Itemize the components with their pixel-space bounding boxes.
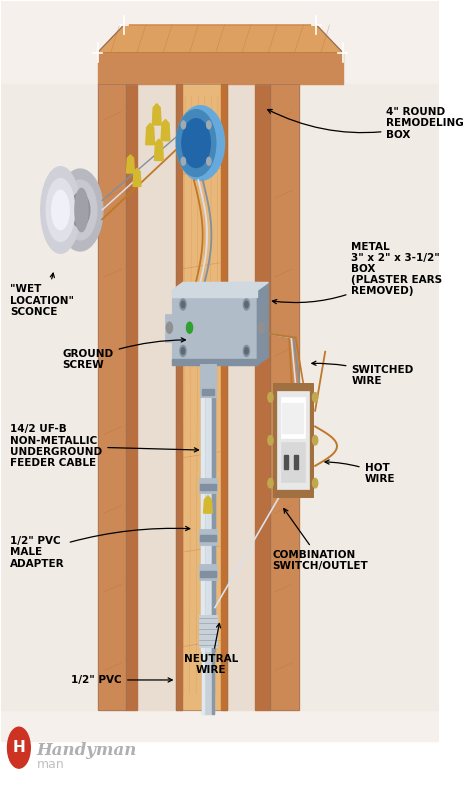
Polygon shape — [127, 155, 135, 173]
Circle shape — [71, 193, 90, 228]
Circle shape — [166, 322, 173, 333]
Text: H: H — [12, 740, 25, 755]
Circle shape — [312, 393, 318, 402]
Bar — [281, 442, 305, 482]
Bar — [200, 363, 216, 397]
Circle shape — [180, 299, 186, 310]
Bar — [176, 84, 182, 710]
Bar — [202, 647, 204, 714]
Text: METAL
3" x 2" x 3-1/2"
BOX
(PLASTER EARS
REMOVED): METAL 3" x 2" x 3-1/2" BOX (PLASTER EARS… — [273, 242, 443, 303]
Circle shape — [312, 479, 318, 488]
Ellipse shape — [176, 110, 216, 176]
Text: GROUND
SCREW: GROUND SCREW — [63, 338, 185, 371]
Text: "WET
LOCATION"
SCONCE: "WET LOCATION" SCONCE — [10, 273, 74, 317]
Bar — [212, 397, 215, 651]
Bar — [172, 290, 257, 296]
Polygon shape — [126, 84, 137, 710]
Circle shape — [268, 435, 273, 445]
Bar — [221, 84, 227, 710]
Bar — [199, 615, 217, 647]
Text: 1/2" PVC
MALE
ADAPTER: 1/2" PVC MALE ADAPTER — [10, 526, 190, 569]
Bar — [199, 478, 217, 494]
Bar — [172, 290, 257, 365]
Polygon shape — [255, 84, 271, 710]
Text: SWITCHED
WIRE: SWITCHED WIRE — [312, 361, 414, 386]
Polygon shape — [152, 103, 161, 125]
Text: 14/2 UF-B
NON-METALLIC
UNDERGROUND
FEEDER CABLE: 14/2 UF-B NON-METALLIC UNDERGROUND FEEDE… — [10, 424, 199, 468]
Bar — [201, 397, 203, 651]
Circle shape — [312, 435, 318, 445]
Bar — [201, 397, 215, 651]
Text: HOT
WIRE: HOT WIRE — [325, 460, 395, 484]
Circle shape — [268, 479, 273, 488]
Bar — [98, 84, 126, 710]
Bar — [294, 455, 298, 469]
Bar — [98, 84, 126, 710]
Bar — [202, 647, 214, 714]
Ellipse shape — [176, 106, 225, 180]
Ellipse shape — [46, 179, 75, 242]
Circle shape — [268, 393, 273, 402]
Bar — [172, 359, 257, 365]
Bar — [271, 84, 299, 710]
Bar — [200, 570, 216, 577]
Bar — [1, 84, 98, 710]
Text: man: man — [36, 758, 64, 772]
Bar — [202, 389, 214, 395]
Circle shape — [57, 169, 103, 251]
Bar — [273, 383, 313, 498]
Polygon shape — [161, 119, 170, 141]
Bar — [227, 84, 255, 710]
Circle shape — [181, 121, 185, 129]
Bar — [199, 529, 217, 544]
Polygon shape — [203, 496, 212, 513]
Circle shape — [181, 348, 185, 354]
Bar — [281, 397, 305, 438]
Bar — [199, 564, 217, 580]
Text: 1/2" PVC: 1/2" PVC — [72, 675, 172, 685]
Circle shape — [207, 157, 211, 165]
Bar — [257, 314, 265, 342]
Circle shape — [245, 348, 248, 354]
Text: COMBINATION
SWITCH/OUTLET: COMBINATION SWITCH/OUTLET — [273, 509, 368, 571]
Circle shape — [180, 345, 186, 356]
Bar — [271, 84, 299, 710]
Bar — [137, 84, 176, 710]
Bar — [212, 647, 214, 714]
Circle shape — [64, 180, 97, 240]
Polygon shape — [98, 25, 343, 53]
Circle shape — [8, 728, 30, 768]
Bar — [98, 53, 343, 84]
Bar — [165, 314, 173, 342]
Circle shape — [245, 301, 248, 307]
Text: NEUTRAL
WIRE: NEUTRAL WIRE — [184, 623, 238, 675]
Ellipse shape — [75, 188, 88, 231]
Polygon shape — [172, 283, 268, 290]
Polygon shape — [257, 283, 268, 365]
Ellipse shape — [182, 118, 210, 167]
Ellipse shape — [41, 167, 80, 254]
Bar — [283, 403, 303, 433]
Bar — [299, 84, 439, 710]
Polygon shape — [155, 139, 163, 160]
Bar — [284, 455, 288, 469]
Circle shape — [243, 299, 249, 310]
Circle shape — [258, 322, 264, 333]
Text: 4" ROUND
REMODELING
BOX: 4" ROUND REMODELING BOX — [268, 107, 464, 140]
Bar — [176, 84, 227, 710]
Circle shape — [181, 301, 185, 307]
Polygon shape — [133, 168, 141, 186]
Polygon shape — [146, 123, 155, 145]
Bar — [200, 535, 216, 541]
Bar — [277, 391, 309, 490]
Circle shape — [186, 322, 192, 333]
Circle shape — [243, 345, 249, 356]
Bar — [200, 484, 216, 491]
Ellipse shape — [52, 190, 69, 230]
Bar — [176, 84, 227, 710]
Text: Handyman: Handyman — [36, 743, 137, 759]
Circle shape — [207, 121, 211, 129]
Circle shape — [181, 157, 185, 165]
Bar — [206, 397, 210, 651]
